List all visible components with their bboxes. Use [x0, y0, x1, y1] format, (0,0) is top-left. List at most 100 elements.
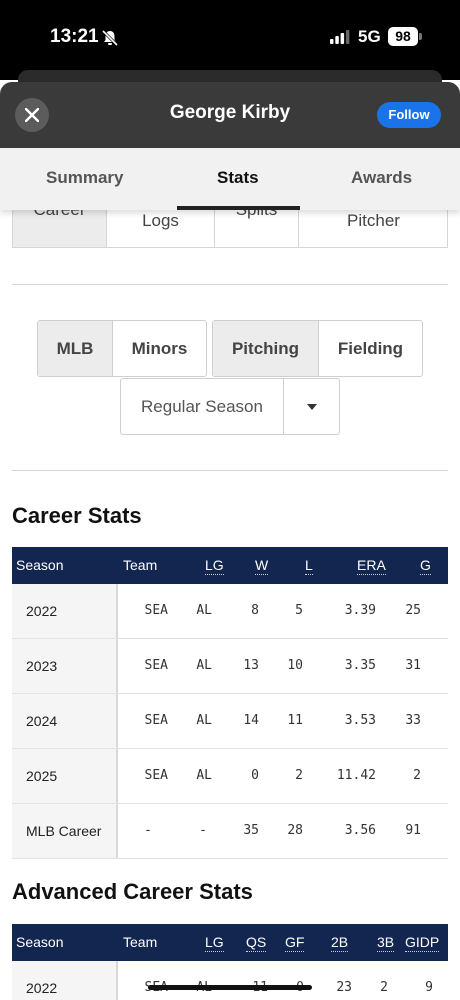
lg-cell: AL — [196, 603, 212, 618]
career-stats-table: Season Team LG W L ERA G 2022 SEA AL 8 5… — [12, 547, 448, 859]
tab-summary[interactable]: Summary — [46, 168, 124, 187]
lg-cell: AL — [196, 713, 212, 728]
g-cell: 91 — [405, 823, 421, 838]
type-fielding-option[interactable]: Fielding — [337, 339, 404, 358]
level-toggle: MLB Minors — [37, 320, 207, 377]
l-cell: 2 — [295, 768, 303, 783]
advanced-stats-table: Season Team LG QS GF 2B 3B GIDP 2022 SEA… — [12, 924, 448, 1000]
header-g[interactable]: G — [420, 557, 431, 575]
l-cell: 10 — [287, 658, 303, 673]
era-cell: 11.42 — [336, 768, 376, 783]
header-w[interactable]: W — [255, 557, 269, 575]
player-name: George Kirby — [169, 102, 291, 123]
table-header: Season Team LG QS GF 2B 3B GIDP — [12, 924, 448, 961]
subnav-pitcher[interactable]: Pitcher — [299, 190, 448, 247]
table-row: MLB Career - - 35 28 3.56 91 — [12, 804, 448, 859]
season-value: 2024 — [26, 713, 58, 729]
l-cell: 11 — [287, 713, 303, 728]
l-cell: 5 — [295, 603, 303, 618]
tab-stats[interactable]: Stats — [217, 168, 259, 187]
w-cell: 8 — [251, 603, 259, 618]
team-cell: SEA — [144, 713, 168, 728]
chevron-down-icon — [307, 404, 317, 410]
active-tab-indicator — [177, 206, 300, 210]
advanced-stats-title: Advanced Career Stats — [12, 879, 253, 904]
follow-button[interactable]: Follow — [377, 102, 441, 128]
team-cell: SEA — [144, 768, 168, 783]
battery-nub — [419, 33, 422, 40]
table-row: 2025 SEA AL 0 2 11.42 2 — [12, 749, 448, 804]
signal-icon — [330, 30, 350, 44]
header-gf[interactable]: GF — [285, 934, 305, 952]
season-value: 2022 — [26, 980, 58, 996]
status-time: 13:21 — [50, 26, 99, 47]
lg-cell: - — [199, 823, 207, 838]
season-type-value: Regular Season — [121, 379, 284, 434]
era-cell: 3.53 — [344, 713, 376, 728]
season-cell: 2025 — [12, 749, 118, 803]
battery-icon: 98 — [388, 27, 418, 46]
home-indicator — [148, 985, 312, 990]
table-row: 2023 SEA AL 13 10 3.35 31 — [12, 639, 448, 694]
lg-cell: AL — [196, 658, 212, 673]
w-cell: 14 — [243, 713, 259, 728]
type-pitching-option[interactable]: Pitching — [213, 321, 319, 376]
header-l[interactable]: L — [305, 557, 313, 575]
season-cell: 2022 — [12, 584, 118, 638]
header-lg[interactable]: LG — [205, 557, 224, 575]
divider — [12, 284, 448, 285]
table-header: Season Team LG W L ERA G — [12, 547, 448, 584]
table-row: 2024 SEA AL 14 11 3.53 33 — [12, 694, 448, 749]
g-cell: 33 — [405, 713, 421, 728]
subnav-game-logs-label: Logs — [142, 211, 179, 230]
season-value: MLB Career — [26, 823, 102, 839]
close-button[interactable] — [15, 98, 49, 132]
status-bar: 13:21 5G 98 — [0, 0, 460, 80]
team-cell: SEA — [144, 603, 168, 618]
g-cell: 31 — [405, 658, 421, 673]
header-gidp[interactable]: GIDP — [405, 934, 440, 952]
w-cell: 13 — [243, 658, 259, 673]
season-value: 2025 — [26, 768, 58, 784]
season-cell: 2024 — [12, 694, 118, 748]
header-3b[interactable]: 3B — [377, 934, 395, 952]
g-cell: 25 — [405, 603, 421, 618]
gidp-cell: 9 — [425, 980, 433, 995]
season-cell: MLB Career — [12, 804, 118, 858]
table-row: 2022 SEA AL 8 5 3.39 25 — [12, 584, 448, 639]
tab-bar: Summary Stats Awards — [0, 148, 460, 210]
lg-cell: AL — [196, 768, 212, 783]
tab-awards[interactable]: Awards — [351, 168, 413, 187]
era-cell: 3.56 — [344, 823, 376, 838]
header-2b[interactable]: 2B — [331, 934, 349, 952]
season-value: 2023 — [26, 658, 58, 674]
level-minors-option[interactable]: Minors — [131, 339, 188, 358]
w-cell: 0 — [251, 768, 259, 783]
season-type-select[interactable]: Regular Season — [120, 378, 340, 435]
subnav-game-logs[interactable]: Logs — [107, 190, 215, 247]
season-cell: 2023 — [12, 639, 118, 693]
player-header: George Kirby Follow — [0, 82, 460, 148]
close-icon — [25, 108, 39, 122]
era-cell: 3.39 — [344, 603, 376, 618]
career-stats-title: Career Stats — [12, 503, 142, 528]
divider — [12, 470, 448, 471]
header-lg[interactable]: LG — [205, 934, 224, 952]
header-era[interactable]: ERA — [357, 557, 386, 575]
g-cell: 2 — [413, 768, 421, 783]
header-team: Team — [123, 934, 158, 950]
network-label: 5G — [358, 27, 381, 46]
subnav-pitcher-label: Pitcher — [347, 211, 400, 230]
era-cell: 3.35 — [344, 658, 376, 673]
w-cell: 35 — [243, 823, 259, 838]
season-value: 2022 — [26, 603, 58, 619]
2b-cell: 23 — [336, 980, 352, 995]
header-qs[interactable]: QS — [246, 934, 267, 952]
level-mlb-option[interactable]: MLB — [38, 321, 113, 376]
header-season: Season — [16, 557, 64, 573]
header-season: Season — [16, 934, 64, 950]
stat-type-toggle: Pitching Fielding — [212, 320, 423, 377]
season-cell: 2022 — [12, 961, 118, 1000]
header-team: Team — [123, 557, 158, 573]
bell-muted-icon — [101, 29, 119, 47]
